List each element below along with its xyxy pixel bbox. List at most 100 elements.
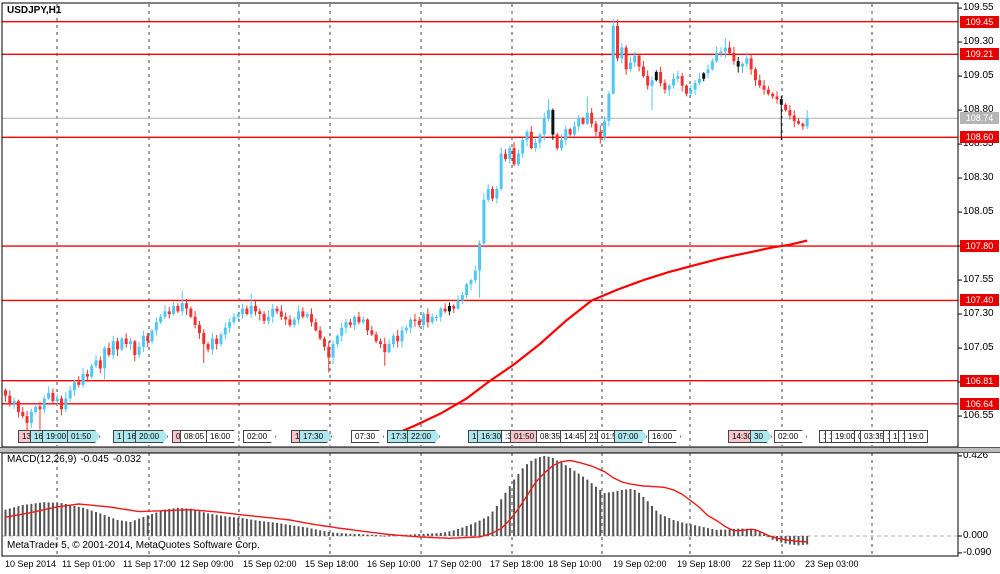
event-time-tag[interactable]: 08:35 xyxy=(536,430,565,443)
candle-body xyxy=(236,314,240,317)
event-time-tag[interactable]: 22:00 xyxy=(407,430,440,443)
macd-histogram-bar xyxy=(21,504,24,536)
macd-histogram-bar xyxy=(129,521,132,536)
candle-body xyxy=(542,118,546,135)
macd-histogram-bar xyxy=(357,534,360,536)
macd-histogram-bar xyxy=(258,520,261,536)
candle-body xyxy=(736,61,740,67)
macd-histogram-bar xyxy=(737,528,740,536)
event-time-tag[interactable]: 16:00 xyxy=(206,430,239,443)
macd-histogram-bar xyxy=(181,508,184,536)
macd-histogram-bar xyxy=(207,513,210,536)
candle-body xyxy=(219,334,223,344)
candle-body xyxy=(310,314,314,323)
macd-histogram-bar xyxy=(413,534,416,536)
candle-body xyxy=(771,93,775,97)
event-time-tag[interactable]: 19:0 xyxy=(904,430,928,443)
event-time-tag[interactable]: 07:00 xyxy=(614,430,647,443)
candle-body xyxy=(68,390,72,399)
candle-body xyxy=(409,319,413,328)
macd-histogram-bar xyxy=(590,483,593,536)
candle-body xyxy=(641,66,645,77)
macd-histogram-bar xyxy=(306,527,309,536)
macd-histogram-bar xyxy=(508,486,511,536)
event-time-tag[interactable]: 20:00 xyxy=(135,430,168,443)
macd-histogram-bar xyxy=(280,523,283,536)
candle-body xyxy=(98,360,102,369)
event-time-tag[interactable]: 14:45 xyxy=(560,430,593,443)
candle-body xyxy=(788,110,792,116)
candle-body xyxy=(435,316,438,318)
macd-histogram-bar xyxy=(340,533,343,536)
macd-histogram-bar xyxy=(719,529,722,536)
macd-histogram-bar xyxy=(189,508,192,536)
candle-body xyxy=(469,280,473,285)
macd-axis-label: 0.426 xyxy=(963,449,989,461)
macd-histogram-bar xyxy=(112,518,115,536)
candle-body xyxy=(137,346,141,355)
time-axis-label: 11 Sep 17:00 xyxy=(123,559,176,569)
macd-histogram-bar xyxy=(560,462,563,536)
macd-histogram-bar xyxy=(293,525,296,536)
macd-histogram-bar xyxy=(707,528,710,536)
candle-body xyxy=(659,72,663,83)
event-time-tag[interactable]: 19:00 xyxy=(42,430,71,443)
macd-histogram-bar xyxy=(474,522,477,536)
macd-histogram-bar xyxy=(763,534,766,536)
macd-histogram-bar xyxy=(353,533,356,536)
candle-body xyxy=(732,52,736,62)
candle-body xyxy=(64,398,68,410)
event-time-tag[interactable]: 30 xyxy=(750,430,772,443)
macd-histogram-bar xyxy=(711,528,714,536)
event-time-tag[interactable]: 02:00 xyxy=(243,430,276,443)
macd-histogram-bar xyxy=(547,456,550,536)
candle-body xyxy=(572,126,576,135)
candle-body xyxy=(266,316,270,321)
macd-histogram-bar xyxy=(625,489,628,536)
macd-histogram-bar xyxy=(534,458,537,536)
event-time-tag[interactable]: 07:30 xyxy=(351,430,384,443)
event-time-tag[interactable]: 17:30 xyxy=(299,430,332,443)
macd-histogram-bar xyxy=(444,532,447,536)
candle-body xyxy=(741,63,745,67)
candle-body xyxy=(503,153,507,160)
macd-histogram-bar xyxy=(448,531,451,536)
macd-histogram-bar xyxy=(241,518,244,536)
candle-body xyxy=(124,338,128,344)
event-time-tag[interactable]: 16:00 xyxy=(648,430,681,443)
candle-body xyxy=(383,344,387,353)
candle-body xyxy=(288,319,292,325)
candle-body xyxy=(253,305,257,312)
macd-histogram-bar xyxy=(159,511,162,536)
candle-body xyxy=(486,188,490,200)
macd-histogram-bar xyxy=(34,503,37,536)
candle-body xyxy=(284,316,288,320)
candle-body xyxy=(680,76,684,86)
candle-body xyxy=(189,308,193,317)
macd-histogram-bar xyxy=(288,524,291,536)
pane-splitter[interactable] xyxy=(0,447,1000,453)
macd-histogram-bar xyxy=(323,531,326,536)
candle-body xyxy=(516,153,520,165)
candle-body xyxy=(521,140,525,154)
candle-body xyxy=(779,99,783,105)
candle-body xyxy=(107,348,111,355)
event-time-tag[interactable]: 08:05 xyxy=(180,430,209,443)
price-level-badge: 108.60 xyxy=(960,131,999,144)
candle-body xyxy=(90,365,94,377)
macd-histogram-bar xyxy=(607,492,610,536)
macd-histogram-bar xyxy=(426,533,429,536)
candle-body xyxy=(538,134,542,143)
candle-body xyxy=(443,308,447,312)
candle-body xyxy=(404,327,408,331)
candle-body xyxy=(577,118,581,127)
candle-body xyxy=(555,134,559,149)
macd-histogram-bar xyxy=(73,505,76,536)
candle-body xyxy=(784,104,788,111)
event-time-tag[interactable]: 02:00 xyxy=(774,430,807,443)
candle-body xyxy=(370,330,374,335)
candle-body xyxy=(167,311,171,315)
event-time-tag[interactable]: 01:50 xyxy=(67,430,100,443)
candle-body xyxy=(581,118,585,124)
